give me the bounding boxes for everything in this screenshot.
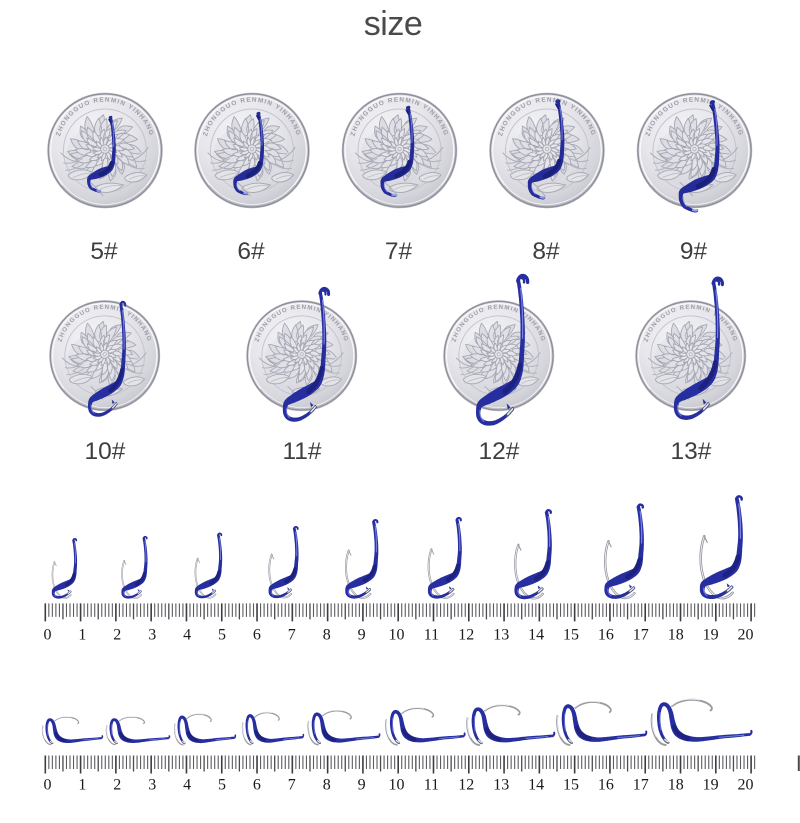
svg-text:1: 1 (78, 777, 86, 794)
svg-text:14: 14 (528, 627, 544, 644)
svg-text:13: 13 (493, 627, 509, 644)
svg-text:18: 18 (668, 777, 684, 794)
svg-text:19: 19 (703, 777, 719, 794)
svg-text:13#: 13# (671, 438, 712, 465)
svg-text:16: 16 (598, 627, 614, 644)
svg-text:8: 8 (323, 627, 331, 644)
svg-text:10#: 10# (85, 438, 126, 465)
svg-text:11: 11 (424, 777, 439, 794)
svg-text:9: 9 (358, 627, 366, 644)
svg-text:7: 7 (288, 627, 296, 644)
svg-text:12#: 12# (479, 438, 520, 465)
svg-text:7#: 7# (385, 238, 413, 265)
svg-text:5#: 5# (90, 238, 118, 265)
svg-text:9: 9 (358, 777, 366, 794)
svg-text:8#: 8# (532, 238, 560, 265)
svg-text:9#: 9# (680, 238, 708, 265)
svg-text:13: 13 (493, 777, 509, 794)
svg-text:3: 3 (148, 777, 156, 794)
svg-text:2: 2 (113, 777, 121, 794)
svg-text:5: 5 (218, 777, 226, 794)
svg-text:12: 12 (458, 627, 474, 644)
svg-text:8: 8 (323, 777, 331, 794)
svg-text:12: 12 (458, 777, 474, 794)
svg-text:20: 20 (738, 627, 754, 644)
svg-text:5: 5 (218, 627, 226, 644)
svg-text:11: 11 (424, 627, 439, 644)
svg-text:4: 4 (183, 627, 191, 644)
svg-text:3: 3 (148, 627, 156, 644)
svg-text:19: 19 (703, 627, 719, 644)
svg-text:1: 1 (78, 627, 86, 644)
svg-text:16: 16 (598, 777, 614, 794)
svg-text:20: 20 (738, 777, 754, 794)
svg-text:14: 14 (528, 777, 544, 794)
svg-text:6: 6 (253, 627, 261, 644)
svg-text:10: 10 (389, 777, 405, 794)
svg-text:17: 17 (633, 777, 649, 794)
svg-text:11#: 11# (282, 438, 321, 465)
svg-text:4: 4 (183, 777, 191, 794)
svg-text:6: 6 (253, 777, 261, 794)
svg-text:size: size (364, 5, 422, 43)
svg-text:17: 17 (633, 627, 649, 644)
svg-text:7: 7 (288, 777, 296, 794)
svg-text:2: 2 (113, 627, 121, 644)
svg-text:0: 0 (44, 777, 52, 794)
svg-text:15: 15 (563, 777, 579, 794)
svg-text:10: 10 (389, 627, 405, 644)
svg-text:18: 18 (668, 627, 684, 644)
svg-text:15: 15 (563, 627, 579, 644)
svg-text:6#: 6# (237, 238, 265, 265)
svg-text:0: 0 (44, 627, 52, 644)
